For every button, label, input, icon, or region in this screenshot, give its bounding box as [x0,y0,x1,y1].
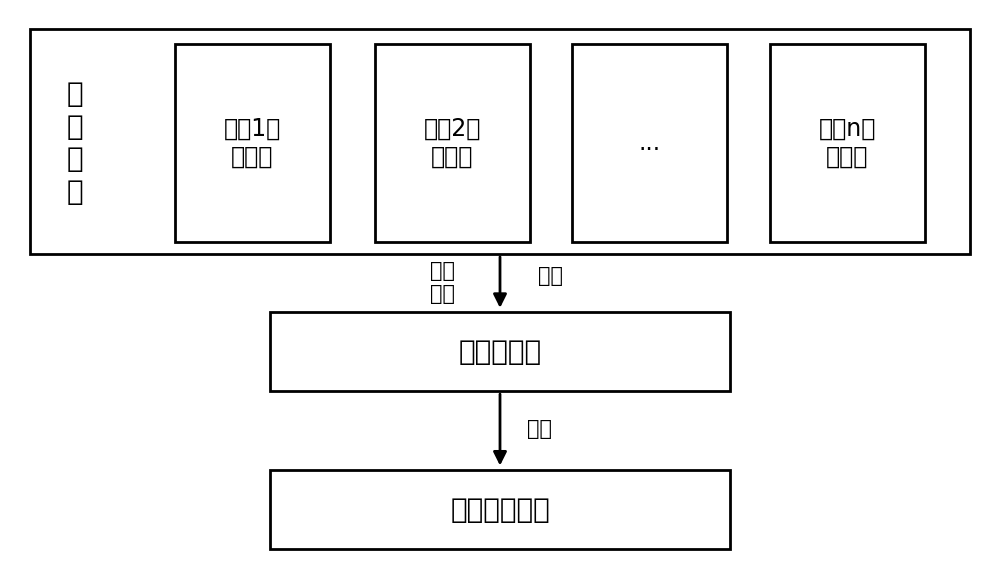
Bar [270,470,730,549]
Text: 星
上
载
荷: 星 上 载 荷 [67,81,83,206]
Text: 目标2载
荷信息: 目标2载 荷信息 [424,117,481,169]
Text: 地面测控中心: 地面测控中心 [450,496,550,523]
Bar [572,44,727,242]
Text: 传输: 传输 [527,419,552,439]
Bar [175,44,330,242]
Text: 数传
通道: 数传 通道 [430,261,455,304]
Bar [770,44,925,242]
Text: ...: ... [638,131,661,155]
Text: 下行: 下行 [538,266,563,286]
Text: 卫星地面站: 卫星地面站 [458,338,542,366]
Text: 目标1载
荷信息: 目标1载 荷信息 [224,117,281,169]
Bar [30,29,970,254]
Bar [375,44,530,242]
Bar [270,312,730,391]
Text: 目标n载
荷信息: 目标n载 荷信息 [819,117,876,169]
